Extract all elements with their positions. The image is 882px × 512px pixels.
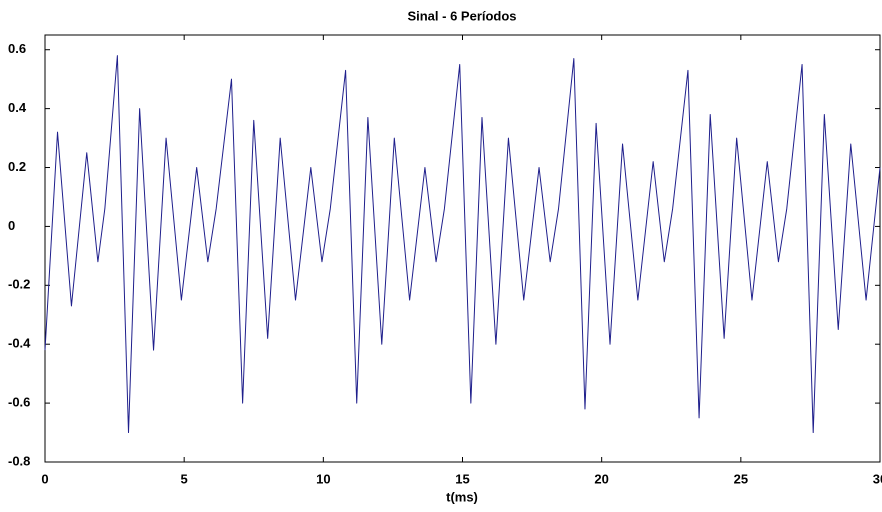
- x-axis-label: t(ms): [446, 489, 478, 504]
- chart-title: Sinal - 6 Períodos: [407, 8, 516, 23]
- y-tick-label: -0.8: [8, 453, 30, 468]
- plot-frame: [44, 34, 881, 463]
- signal-line: [44, 55, 881, 434]
- x-tick-label: 30: [873, 471, 882, 486]
- y-tick-label: -0.6: [8, 395, 30, 410]
- x-tick-label: 15: [455, 471, 469, 486]
- y-tick-label: 0.2: [8, 159, 26, 174]
- y-tick-label: -0.4: [8, 336, 31, 351]
- x-tick-label: 0: [41, 471, 48, 486]
- x-tick-label: 20: [594, 471, 608, 486]
- x-tick-label: 10: [316, 471, 330, 486]
- y-tick-label: 0.4: [8, 100, 27, 115]
- x-tick-label: 25: [734, 471, 748, 486]
- y-tick-label: -0.2: [8, 277, 30, 292]
- x-tick-label: 5: [181, 471, 188, 486]
- y-tick-label: 0: [8, 218, 15, 233]
- y-tick-label: 0.6: [8, 41, 26, 56]
